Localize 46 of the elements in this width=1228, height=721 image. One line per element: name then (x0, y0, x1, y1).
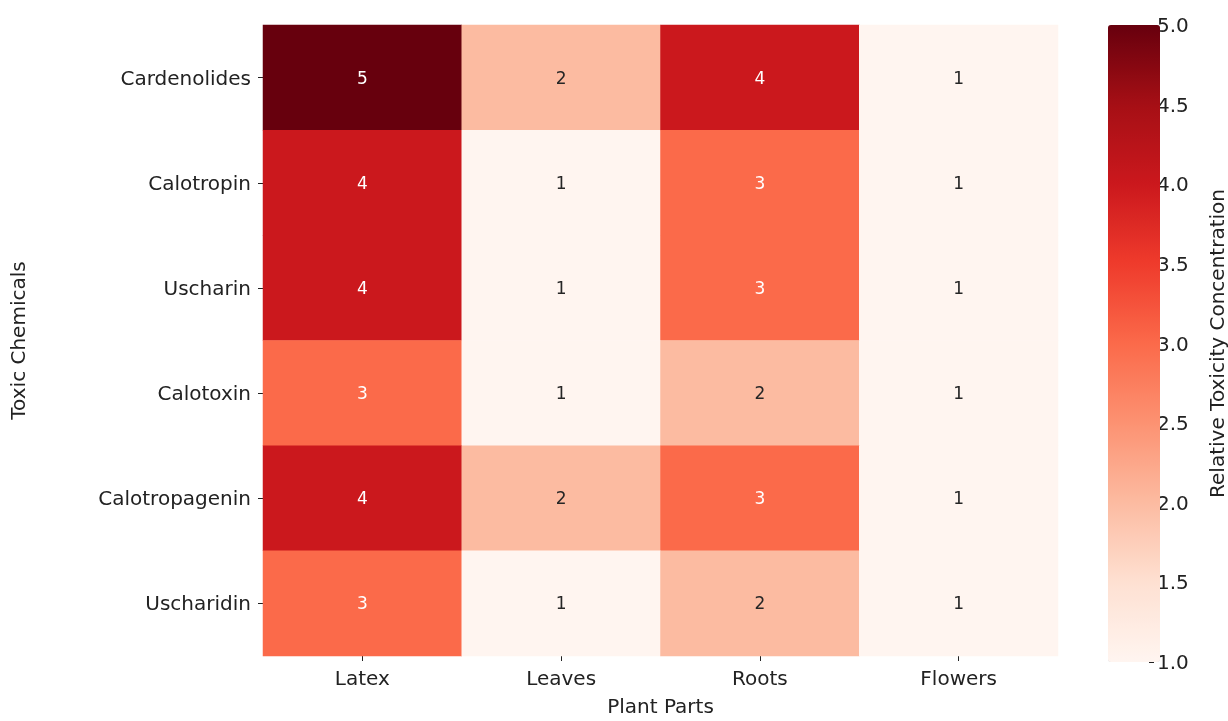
data-label: 1 (953, 277, 965, 298)
x-tick-label: Roots (732, 666, 788, 690)
data-label: 2 (754, 593, 766, 614)
data-label: 1 (953, 383, 965, 404)
color-bar-label: 2.5 (1157, 411, 1189, 436)
data-label: 4 (356, 488, 368, 509)
data-label: 3 (356, 593, 368, 614)
data-label: 1 (953, 172, 965, 193)
y-tick-label: Calotropin (148, 170, 251, 195)
y-axis-title: Toxic Chemicals (6, 261, 30, 421)
y-tick-label: Cardenolides (120, 65, 251, 90)
data-label: 1 (555, 593, 567, 614)
data-label: 2 (555, 488, 567, 509)
data-label: 2 (754, 383, 766, 404)
color-bar-label: 1.0 (1157, 650, 1189, 674)
data-label: 3 (754, 172, 766, 193)
y-tick-label: Calotoxin (157, 381, 251, 406)
color-bar-label: 2.0 (1157, 490, 1189, 515)
color-bar-title: Relative Toxicity Concentration (1205, 189, 1228, 498)
data-label: 1 (953, 488, 965, 509)
y-tick-label: Calotropagenin (98, 486, 251, 511)
x-axis-title: Plant Parts (607, 694, 714, 718)
data-label: 4 (356, 277, 368, 298)
x-tick-label: Leaves (526, 666, 597, 690)
y-tick-label: Uscharidin (145, 591, 251, 616)
data-label: 3 (356, 383, 368, 404)
color-bar-label: 3.0 (1157, 331, 1189, 356)
data-label: 3 (754, 488, 766, 509)
x-tick-label: Latex (334, 666, 391, 690)
data-label: 1 (555, 172, 567, 193)
data-label: 5 (356, 67, 368, 88)
color-bar-label: 4.0 (1157, 172, 1189, 197)
data-label: 4 (356, 172, 368, 193)
color-bar-label: 4.5 (1157, 92, 1189, 117)
data-label: 1 (555, 383, 567, 404)
color-bar-label: 3.5 (1157, 251, 1189, 276)
data-label: 1 (953, 593, 965, 614)
data-label: 4 (754, 67, 766, 88)
data-label: 3 (754, 277, 766, 298)
y-tick-label: Uscharin (163, 275, 251, 300)
x-tick-label: Flowers (920, 666, 997, 690)
color-bar-label: 1.5 (1157, 570, 1189, 595)
data-label: 1 (953, 67, 965, 88)
data-label: 1 (555, 277, 567, 298)
color-bar-label: 5.0 (1157, 13, 1189, 37)
data-label: 2 (555, 67, 567, 88)
